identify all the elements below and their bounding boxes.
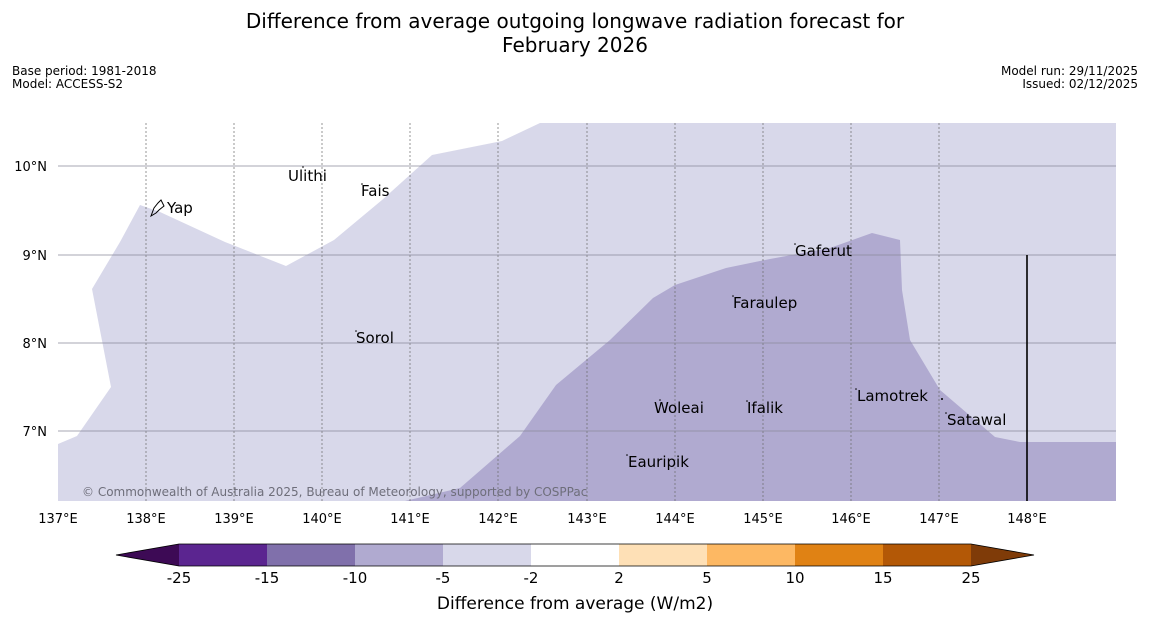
- latitude-gridlines: [58, 165, 1116, 432]
- lat-label-9n: 9°N: [23, 249, 48, 264]
- place-label-satawal: Satawal: [947, 411, 1006, 429]
- island-dot-ifalik: [746, 400, 748, 402]
- colorbar: [115, 543, 1035, 567]
- place-label-gaferut: Gaferut: [795, 242, 852, 260]
- island-dot-lamotrek-east: [941, 398, 943, 400]
- colorbar-swatch-10: [971, 544, 1034, 566]
- lon-label-147e: 147°E: [919, 512, 959, 527]
- island-dot-faraulep: [732, 295, 734, 297]
- colorbar-swatch-3: [355, 544, 443, 566]
- lon-label-142e: 142°E: [478, 512, 518, 527]
- model-run: Model run: 29/11/2025: [1000, 64, 1138, 78]
- place-label-woleai: Woleai: [654, 399, 704, 417]
- island-dot-ulithi: [302, 166, 304, 168]
- lon-label-137e: 137°E: [38, 512, 78, 527]
- lon-label-145e: 145°E: [743, 512, 783, 527]
- place-label-lamotrek: Lamotrek: [857, 387, 928, 405]
- lon-label-139e: 139°E: [214, 512, 254, 527]
- colorbar-title: Difference from average (W/m2): [436, 594, 714, 614]
- island-dot-satawal: [945, 412, 947, 414]
- lon-label-140e: 140°E: [302, 512, 342, 527]
- island-dot-lamotrek: [855, 388, 857, 390]
- lat-label-10n: 10°N: [14, 160, 47, 175]
- yap-island-shape: [150, 199, 165, 218]
- longitude-gridlines: [145, 123, 940, 501]
- colorbar-tick-label: -10: [343, 569, 368, 587]
- island-dots: [302, 166, 947, 456]
- lon-label-144e: 144°E: [655, 512, 695, 527]
- colorbar-swatch-4: [443, 544, 531, 566]
- colorbar-swatch-9: [883, 544, 971, 566]
- lon-label-143e: 143°E: [567, 512, 607, 527]
- chart-title-line2: February 2026: [502, 33, 648, 57]
- place-label-yap: Yap: [166, 199, 193, 217]
- island-dot-sorol: [355, 330, 357, 332]
- colorbar-outline: [115, 543, 1035, 567]
- place-label-fais: Fais: [361, 182, 390, 200]
- island-dot-eauripik: [626, 454, 628, 456]
- copyright-notice: © Commonwealth of Australia 2025, Bureau…: [82, 485, 587, 499]
- colorbar-tick-label: 5: [702, 569, 712, 587]
- longitude-labels: 137°E 138°E 139°E 140°E 141°E 142°E 143°…: [38, 512, 1047, 527]
- colorbar-swatch-8: [795, 544, 883, 566]
- island-dot-gaferut: [794, 243, 796, 245]
- colorbar-tick-label: 25: [961, 569, 980, 587]
- colorbar-swatch-5: [531, 544, 619, 566]
- place-label-ulithi: Ulithi: [288, 167, 327, 185]
- field-medium-region: [405, 233, 1116, 501]
- place-label-eauripik: Eauripik: [628, 453, 689, 471]
- lon-label-141e: 141°E: [390, 512, 430, 527]
- lat-label-7n: 7°N: [23, 425, 48, 440]
- lon-label-138e: 138°E: [126, 512, 166, 527]
- chart-title-line1: Difference from average outgoing longwav…: [245, 9, 905, 33]
- colorbar-swatch-6: [619, 544, 707, 566]
- place-label-sorol: Sorol: [356, 329, 394, 347]
- colorbar-tick-label: 10: [785, 569, 804, 587]
- colorbar-tick-label: -2: [524, 569, 539, 587]
- colorbar-tick-label: -15: [255, 569, 280, 587]
- colorbar-tick-label: 2: [614, 569, 624, 587]
- place-labels: Yap Ulithi Fais Gaferut Faraulep Sorol W…: [166, 167, 1006, 471]
- colorbar-swatch-2: [267, 544, 355, 566]
- island-dot-woleai: [659, 399, 661, 401]
- colorbar-tick-label: -5: [436, 569, 451, 587]
- lon-label-148e: 148°E: [1007, 512, 1047, 527]
- place-label-faraulep: Faraulep: [733, 294, 797, 312]
- colorbar-tick-label: -25: [167, 569, 192, 587]
- lat-label-8n: 8°N: [23, 337, 48, 352]
- island-dot-fais: [361, 183, 363, 185]
- model-name: Model: ACCESS-S2: [12, 77, 124, 91]
- colorbar-tick-labels: -25 -15 -10 -5 -2 2 5 10 15 25: [167, 569, 981, 587]
- lon-label-146e: 146°E: [831, 512, 871, 527]
- colorbar-swatch-1: [179, 544, 267, 566]
- place-label-ifalik: Ifalik: [747, 399, 783, 417]
- colorbar-swatch-7: [707, 544, 795, 566]
- colorbar-swatch-0: [116, 544, 179, 566]
- latitude-labels: 10°N 9°N 8°N 7°N: [14, 160, 47, 440]
- base-period: Base period: 1981-2018: [12, 64, 157, 78]
- colorbar-tick-label: 15: [873, 569, 892, 587]
- issued-date: Issued: 02/12/2025: [1022, 77, 1138, 91]
